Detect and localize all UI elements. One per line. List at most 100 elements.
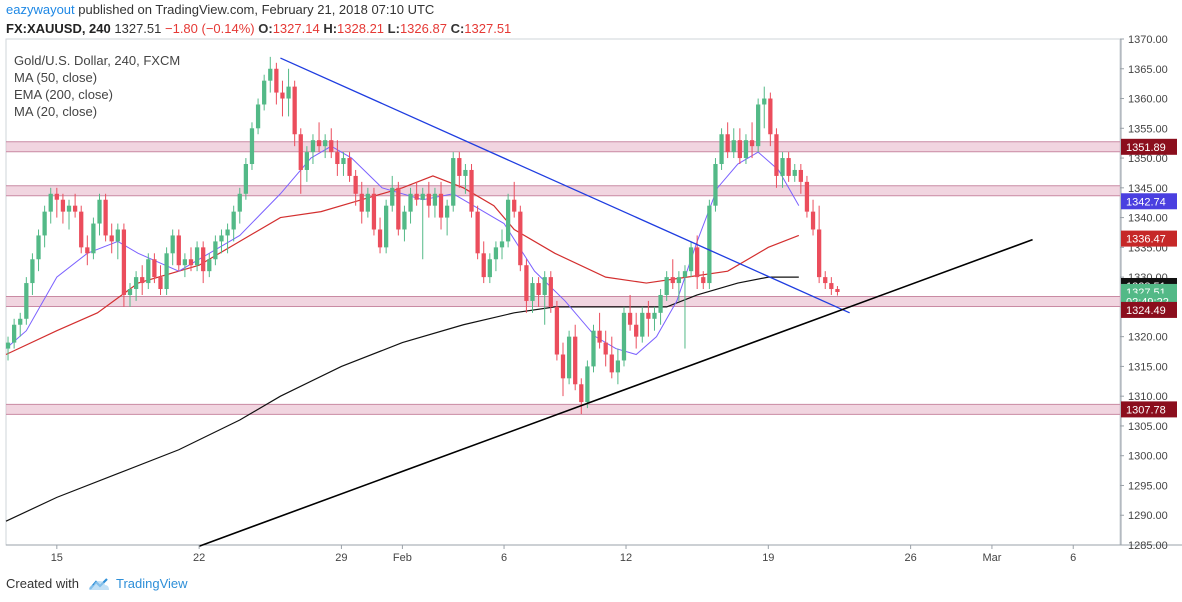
candle-body	[719, 134, 724, 165]
candle-body	[140, 277, 145, 284]
candle-body	[36, 235, 41, 260]
cloud-icon	[88, 577, 109, 590]
candle-body	[493, 247, 499, 260]
candle-body	[823, 277, 828, 284]
candle-body	[127, 289, 133, 295]
indicator-lines	[5, 145, 800, 522]
time-tick-label: 26	[904, 552, 916, 564]
candle-body	[231, 211, 236, 230]
time-tick-label: 12	[620, 552, 632, 564]
price-tick-label: 1285.00	[1128, 540, 1168, 552]
candle-body	[371, 193, 377, 230]
price-tag-label: 1351.89	[1126, 142, 1166, 154]
candle-body	[652, 312, 657, 319]
candle-body	[115, 229, 120, 242]
candle-body	[792, 169, 797, 176]
candle-body	[377, 229, 383, 248]
candle-body	[810, 211, 816, 230]
candle-body	[786, 158, 791, 176]
time-tick-label: 15	[51, 552, 63, 564]
candle-body	[66, 205, 72, 212]
sr-zone	[6, 141, 1120, 152]
candle-body	[365, 193, 370, 212]
candle-body	[292, 86, 297, 135]
tradingview-logo[interactable]: TradingView	[87, 576, 188, 591]
candle-body	[579, 384, 584, 403]
candle-body	[91, 223, 96, 254]
candle-body	[768, 98, 773, 135]
candle-body	[707, 205, 712, 284]
low-label: L:	[387, 21, 400, 36]
candle-body	[11, 324, 17, 343]
candle-body	[457, 158, 462, 176]
time-tick-label: 19	[762, 552, 774, 564]
candle-body	[310, 140, 316, 153]
candle-body	[335, 152, 340, 165]
candle-body	[182, 259, 188, 266]
candle-body	[640, 312, 645, 337]
trendlines[interactable]	[198, 57, 1033, 547]
last-price: 1327.51	[114, 21, 162, 36]
candle-body	[103, 199, 108, 236]
plot-area-border	[5, 38, 1121, 546]
candle-body	[591, 330, 596, 367]
candle-body	[817, 229, 822, 278]
candle-body	[133, 277, 139, 290]
candle-body	[426, 193, 431, 206]
candle-body	[249, 128, 255, 165]
price-tick-label: 1310.00	[1128, 391, 1168, 403]
price-tag	[1121, 401, 1177, 418]
candle-body	[5, 342, 11, 349]
symbol-label: FX:XAUUSD, 240	[6, 21, 111, 36]
candle-body	[390, 187, 395, 206]
price-tick-label: 1295.00	[1128, 480, 1168, 492]
candle-body	[835, 289, 840, 292]
candle-body	[682, 271, 688, 278]
candle-body	[542, 277, 547, 295]
time-tick-label: 22	[193, 552, 205, 564]
candle-body	[323, 140, 328, 147]
candles	[5, 56, 840, 415]
candle-body	[695, 247, 700, 278]
price-tag-label: 1342.74	[1126, 196, 1166, 208]
candle-body	[749, 140, 755, 147]
candle-body	[463, 169, 468, 176]
time-tick-label: 6	[1070, 552, 1076, 564]
candle-body	[688, 247, 694, 272]
sr-zone	[6, 185, 1120, 196]
candle-body	[201, 247, 206, 272]
publish-info: eazywayout published on TradingView.com,…	[6, 2, 434, 17]
candle-body	[573, 336, 578, 385]
author-name[interactable]: eazywayout	[6, 2, 75, 17]
candle-body	[207, 259, 212, 272]
legend-title: Gold/U.S. Dollar, 240, FXCM	[14, 53, 181, 68]
price-tick-label: 1360.00	[1128, 94, 1168, 106]
candle-body	[451, 158, 456, 206]
candle-body	[152, 259, 157, 278]
price-tag	[1121, 138, 1177, 155]
candle-body	[79, 211, 84, 248]
candle-body	[518, 211, 523, 266]
candle-body	[554, 306, 560, 355]
candle-body	[524, 265, 529, 301]
high-value: 1328.21	[337, 21, 385, 36]
candle-body	[225, 229, 230, 236]
candle-body	[286, 86, 291, 99]
candle-body	[268, 68, 273, 81]
candle-body	[664, 277, 669, 295]
candle-body	[54, 193, 59, 200]
candle-body	[609, 354, 614, 373]
candle-body	[359, 193, 364, 212]
candle-body	[432, 193, 438, 206]
candle-body	[829, 283, 834, 290]
low-value: 1326.87	[399, 21, 447, 36]
price-tag-label: 1307.78	[1126, 404, 1166, 416]
candle-body	[725, 134, 730, 153]
time-axis[interactable]: 15 22 29 Feb 6 12 19 26 Mar 6	[51, 545, 1077, 564]
candle-body	[48, 193, 53, 212]
price-tick-label: 1370.00	[1128, 34, 1168, 46]
close-label: C:	[450, 21, 465, 36]
legend-ema200: EMA (200, close)	[14, 87, 113, 102]
candle-body	[262, 80, 267, 105]
